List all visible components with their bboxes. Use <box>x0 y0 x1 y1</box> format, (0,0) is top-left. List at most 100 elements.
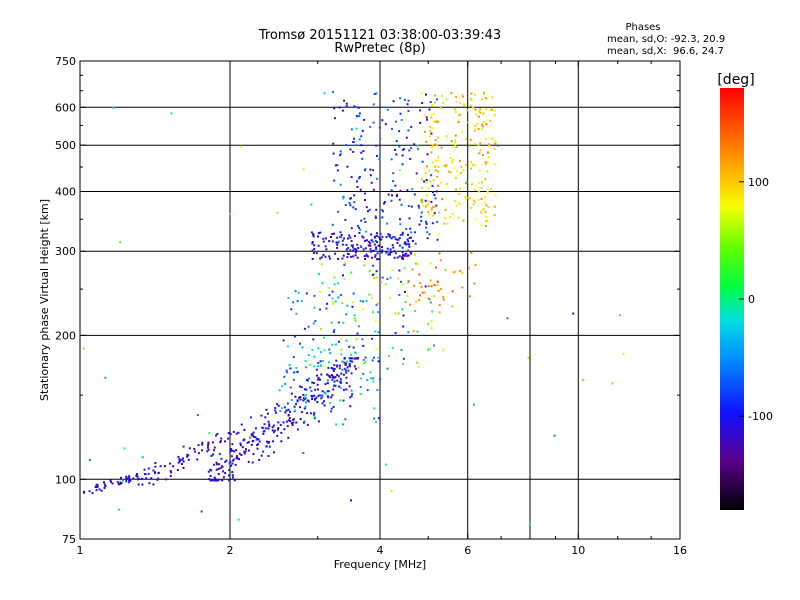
data-point <box>224 440 226 443</box>
data-point <box>335 365 338 368</box>
data-point <box>460 172 463 175</box>
data-point <box>345 248 348 251</box>
data-point <box>318 394 321 397</box>
data-point <box>233 450 236 453</box>
data-point <box>395 193 398 196</box>
data-point <box>358 112 361 115</box>
data-point <box>237 431 240 434</box>
data-point <box>125 478 128 481</box>
data-point <box>340 236 343 239</box>
data-point <box>402 325 405 328</box>
data-point <box>295 367 298 369</box>
data-point <box>252 434 255 437</box>
data-point <box>289 420 292 422</box>
data-point <box>490 108 493 111</box>
data-point <box>430 174 433 177</box>
data-point <box>403 254 406 257</box>
data-point <box>455 204 458 207</box>
data-point <box>350 499 352 502</box>
data-point <box>365 253 368 256</box>
data-point <box>483 121 486 124</box>
data-point <box>157 471 160 474</box>
colorbar-tick-label: 0 <box>748 293 755 306</box>
data-point <box>383 201 386 204</box>
data-point <box>427 200 430 203</box>
x-tick-label: 2 <box>227 544 234 557</box>
data-point <box>333 232 335 235</box>
data-point <box>320 364 323 367</box>
data-point <box>312 251 315 254</box>
data-point <box>300 386 303 389</box>
data-point <box>439 288 442 290</box>
data-point <box>361 338 364 341</box>
data-point <box>316 383 319 386</box>
data-point <box>399 218 401 221</box>
data-point <box>480 187 483 189</box>
data-point <box>305 292 308 295</box>
data-point <box>435 98 438 101</box>
data-point <box>377 258 380 261</box>
data-point <box>478 109 481 112</box>
data-point <box>375 276 378 279</box>
data-point <box>352 244 354 247</box>
data-point <box>272 424 275 427</box>
data-point <box>215 463 218 466</box>
data-point <box>433 194 436 196</box>
data-point <box>431 144 434 147</box>
data-point <box>457 216 460 219</box>
data-point <box>249 435 252 438</box>
colorbar-ticks: 100 0 -100 <box>739 176 773 423</box>
data-point <box>389 276 392 279</box>
data-point <box>197 444 200 447</box>
data-point <box>411 240 414 242</box>
data-point <box>486 161 489 164</box>
data-point <box>332 388 335 391</box>
data-point <box>305 401 307 404</box>
data-point <box>390 189 393 192</box>
data-point <box>444 165 447 168</box>
data-point <box>177 455 180 458</box>
data-point <box>212 453 214 456</box>
data-point <box>456 170 459 173</box>
data-point <box>401 283 404 286</box>
data-point <box>331 240 334 243</box>
data-point <box>374 215 377 218</box>
data-point <box>394 238 397 241</box>
data-point <box>145 477 148 480</box>
data-point <box>421 201 424 204</box>
data-point <box>401 231 404 234</box>
data-point <box>277 404 280 407</box>
data-point <box>381 216 384 219</box>
data-point <box>395 153 398 156</box>
data-point <box>470 252 473 254</box>
data-point <box>472 106 475 109</box>
data-point <box>394 312 397 315</box>
data-point <box>153 472 156 475</box>
data-point <box>390 199 393 202</box>
data-point <box>484 195 487 198</box>
data-point <box>287 297 290 299</box>
data-point <box>126 477 129 480</box>
data-point <box>244 450 247 453</box>
data-point <box>306 423 309 426</box>
data-point <box>350 372 353 375</box>
data-point <box>611 382 614 385</box>
data-point <box>338 385 341 388</box>
data-point <box>229 449 232 452</box>
data-point <box>349 396 352 399</box>
data-point <box>428 298 431 301</box>
data-point <box>434 94 437 97</box>
data-point <box>330 236 332 238</box>
data-point <box>336 246 338 249</box>
data-point <box>431 310 434 313</box>
data-point <box>431 127 434 130</box>
data-point <box>364 192 366 195</box>
data-point <box>293 335 296 338</box>
data-point <box>337 282 340 285</box>
data-point <box>348 385 351 388</box>
data-point <box>345 362 347 365</box>
data-point <box>343 237 346 240</box>
data-point <box>467 197 470 199</box>
data-point <box>309 386 312 389</box>
data-point <box>376 258 378 261</box>
